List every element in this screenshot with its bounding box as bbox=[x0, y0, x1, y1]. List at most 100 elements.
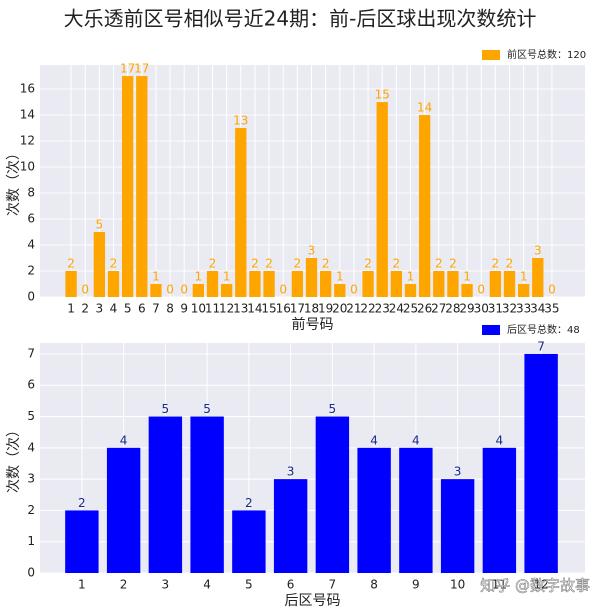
bar bbox=[362, 271, 374, 297]
x-tick-label: 6 bbox=[287, 578, 295, 592]
x-tick-label: 8 bbox=[166, 302, 174, 316]
bar bbox=[319, 271, 332, 297]
bar bbox=[447, 271, 459, 297]
value-label: 5 bbox=[96, 218, 104, 232]
bar bbox=[489, 271, 502, 297]
x-tick-label: 29 bbox=[459, 302, 474, 316]
x-tick-label: 3 bbox=[96, 302, 104, 316]
x-tick-label: 16 bbox=[276, 302, 291, 316]
y-tick-label: 14 bbox=[20, 108, 35, 122]
value-label: 14 bbox=[417, 101, 432, 115]
bar bbox=[334, 284, 346, 297]
bar bbox=[65, 510, 99, 573]
x-tick-label: 15 bbox=[261, 302, 276, 316]
value-label: 15 bbox=[375, 88, 390, 102]
bar bbox=[517, 284, 530, 297]
x-tick-label: 26 bbox=[417, 302, 432, 316]
x-tick-label: 31 bbox=[488, 302, 503, 316]
x-tick-label: 19 bbox=[318, 302, 333, 316]
legend-label: 前区号总数：120 bbox=[507, 48, 586, 61]
bar bbox=[390, 271, 403, 297]
x-tick-label: 9 bbox=[180, 302, 188, 316]
y-tick-label: 2 bbox=[27, 503, 35, 517]
value-label: 4 bbox=[120, 433, 128, 447]
value-label: 0 bbox=[166, 283, 174, 297]
value-label: 5 bbox=[203, 402, 211, 416]
y-tick-label: 0 bbox=[27, 566, 35, 580]
value-label: 0 bbox=[477, 283, 485, 297]
bar bbox=[418, 115, 431, 297]
bar bbox=[121, 76, 134, 297]
x-tick-label: 8 bbox=[370, 578, 378, 592]
value-label: 17 bbox=[134, 62, 149, 76]
value-label: 1 bbox=[463, 270, 471, 284]
bar bbox=[376, 102, 388, 297]
value-label: 13 bbox=[233, 114, 248, 128]
x-tick-label: 12 bbox=[533, 578, 548, 592]
x-tick-label: 7 bbox=[329, 578, 337, 592]
bar bbox=[148, 416, 183, 573]
y-tick-label: 5 bbox=[27, 409, 35, 423]
bar bbox=[136, 76, 148, 297]
value-label: 5 bbox=[162, 402, 170, 416]
bar bbox=[235, 128, 247, 297]
value-label: 3 bbox=[454, 465, 462, 479]
x-axis-label: 后区号码 bbox=[285, 593, 341, 609]
bar bbox=[273, 479, 308, 573]
value-label: 1 bbox=[195, 270, 203, 284]
chart-title: 大乐透前区号相似号近24期：前-后区球出现次数统计 bbox=[64, 7, 537, 31]
value-label: 1 bbox=[407, 270, 415, 284]
value-label: 1 bbox=[152, 270, 160, 284]
value-label: 2 bbox=[245, 496, 253, 510]
value-label: 2 bbox=[435, 257, 443, 271]
x-tick-label: 32 bbox=[502, 302, 517, 316]
value-label: 1 bbox=[336, 270, 344, 284]
x-tick-label: 10 bbox=[191, 302, 206, 316]
bar bbox=[206, 271, 219, 297]
y-tick-label: 8 bbox=[27, 186, 35, 200]
bar bbox=[263, 271, 275, 297]
y-tick-label: 7 bbox=[27, 346, 35, 360]
bar bbox=[404, 284, 417, 297]
y-tick-label: 10 bbox=[20, 160, 35, 174]
value-label: 2 bbox=[449, 257, 457, 271]
y-tick-label: 12 bbox=[20, 134, 35, 148]
bar bbox=[357, 447, 391, 573]
value-label: 1 bbox=[223, 270, 231, 284]
y-tick-label: 1 bbox=[27, 534, 35, 548]
value-label: 0 bbox=[350, 283, 358, 297]
bar bbox=[65, 271, 77, 297]
bar bbox=[461, 284, 473, 297]
legend-swatch bbox=[482, 50, 500, 60]
x-tick-label: 25 bbox=[403, 302, 418, 316]
x-tick-label: 35 bbox=[544, 302, 559, 316]
value-label: 2 bbox=[506, 257, 514, 271]
value-label: 2 bbox=[209, 257, 217, 271]
x-tick-label: 5 bbox=[124, 302, 132, 316]
x-tick-label: 4 bbox=[110, 302, 118, 316]
x-tick-label: 23 bbox=[375, 302, 390, 316]
value-label: 4 bbox=[496, 433, 504, 447]
x-tick-label: 22 bbox=[360, 302, 375, 316]
x-tick-label: 4 bbox=[203, 578, 211, 592]
x-tick-label: 1 bbox=[78, 578, 86, 592]
x-tick-label: 28 bbox=[445, 302, 460, 316]
x-tick-label: 2 bbox=[120, 578, 128, 592]
x-tick-label: 21 bbox=[346, 302, 361, 316]
x-tick-label: 7 bbox=[152, 302, 160, 316]
x-tick-label: 14 bbox=[247, 302, 262, 316]
y-axis-label: 次数（次） bbox=[6, 423, 22, 493]
bar bbox=[305, 258, 318, 297]
value-label: 0 bbox=[81, 283, 89, 297]
bar bbox=[532, 258, 544, 297]
x-tick-label: 11 bbox=[205, 302, 220, 316]
y-tick-label: 16 bbox=[20, 82, 35, 96]
value-label: 4 bbox=[412, 433, 420, 447]
x-tick-label: 24 bbox=[389, 302, 404, 316]
x-tick-label: 12 bbox=[219, 302, 234, 316]
bar bbox=[399, 447, 433, 573]
y-tick-label: 4 bbox=[27, 440, 35, 454]
value-label: 3 bbox=[308, 244, 316, 258]
bar bbox=[440, 479, 475, 573]
